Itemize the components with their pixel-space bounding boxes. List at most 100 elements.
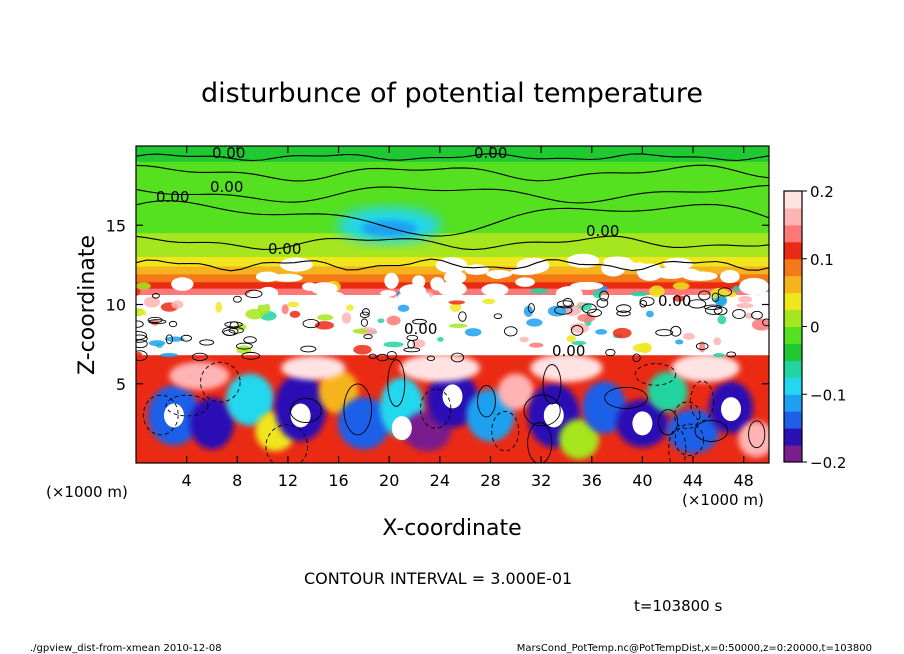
contour-label: 0.00 [658,292,691,310]
cloud-tuft [758,291,769,302]
contour-loop [191,352,208,361]
contour-loop [136,331,148,340]
cloud-speckle [449,302,462,313]
contour-loop [670,325,682,337]
contour-loop [634,363,677,386]
field-plume [169,361,230,390]
cloud-speckle [612,327,632,339]
cloud-speckle [592,289,603,299]
contour-loop [243,336,257,344]
contour-loop [504,326,518,337]
footer-right: MarsCond_PotTemp.nc@PotTempDist,x=0:5000… [517,643,872,654]
cloud-speckle [281,304,289,315]
colorbar-tick-label: −0.2 [810,454,846,472]
cloud-speckle [566,335,576,343]
contour-loop [368,353,377,360]
cloud-speckle [352,328,368,334]
cloud-speckle [346,304,354,311]
cloud-tuft [555,286,583,301]
cloud-speckle [713,353,725,358]
x-tick-label: 44 [683,471,703,490]
contour-line [136,235,769,251]
x-tick-label: 16 [328,471,348,490]
field-plume-core [442,384,463,409]
x-unit-right: (×1000 m) [682,491,764,509]
cloud-speckle [464,328,482,337]
cloud-speckle [341,312,352,324]
contour-loop [604,386,648,409]
cloud-speckle [148,340,166,347]
colorbar-swatch [784,360,802,378]
contour-loop [751,310,763,320]
contour-lines [136,153,769,463]
contour-line [136,258,769,272]
cloud-tuft [171,277,194,291]
cloud-speckle [738,295,753,303]
contour-loop [668,428,687,463]
contour-loop [136,320,144,328]
contour-loop [244,289,263,299]
x-tick-label: 4 [182,471,192,490]
contour-loop [180,334,192,342]
contour-loop [527,303,535,314]
cloud-speckle [595,329,608,335]
field-plume [497,373,534,410]
contour-loop [732,308,746,320]
contour-loop [361,308,370,316]
cloud-speckle [289,310,301,318]
field-plume-core [163,403,184,428]
contour-loop [142,394,179,436]
field-plume [281,355,346,380]
x-tick-label: 48 [734,471,754,490]
colorbar-tick-label: 0.2 [810,183,834,201]
field-plume-core [391,416,412,441]
cloud-tuft [636,263,663,281]
contour-loop [554,305,573,315]
contour-loop [713,306,728,316]
cloud-tuft [739,277,769,296]
y-axis-label: Z-coordinate [75,235,100,375]
x-tick-label: 8 [232,471,242,490]
cloud-speckle [569,323,590,334]
contour-loop [599,290,609,302]
x-axis: 4 8 12 16 20 24 28 32 36 40 44 48 [182,146,754,490]
y-tick-label: 5 [116,375,126,394]
cloud-speckle [482,298,496,305]
cloud-speckle [726,291,737,298]
x-unit-left: (×1000 m) [46,483,128,501]
x-tick-label: 40 [632,471,652,490]
cloud-tuft [279,257,313,272]
contour-loop [717,287,733,297]
x-tick-label: 12 [278,471,298,490]
field-plume [530,353,603,382]
colorbar-swatch [784,191,802,209]
cloud-speckle [630,291,648,297]
contour-loop [748,420,766,449]
contour-loop [359,311,370,319]
colorbar-swatch [784,394,802,412]
contour-loop [616,304,632,313]
contour-label: 0.00 [156,188,189,206]
field-plume-core [721,397,742,422]
cloud-speckle [672,282,690,290]
cloud-speckle [397,304,410,312]
contour-line [136,184,769,204]
contour-labels: 0.00 0.00 0.00 0.00 0.00 0.00 0.00 0.00 … [156,144,691,360]
field-band [136,233,769,258]
contour-loop [698,290,711,301]
contour-loop [235,342,253,350]
colorbar-swatch [784,411,802,429]
cloud-tuft [489,270,506,279]
contour-loop [527,422,553,463]
time-stamp: t=103800 s [634,597,722,615]
contour-loop [458,311,467,322]
cloud-tuft [623,261,638,272]
contour-loop [673,401,701,430]
contour-loop [199,339,215,346]
cloud-speckle [287,301,299,308]
colorbar-swatch [784,224,802,243]
contour-loop [542,364,562,405]
field-plume [337,397,390,450]
contour-loop [523,394,561,427]
colorbar-swatch [784,377,802,395]
